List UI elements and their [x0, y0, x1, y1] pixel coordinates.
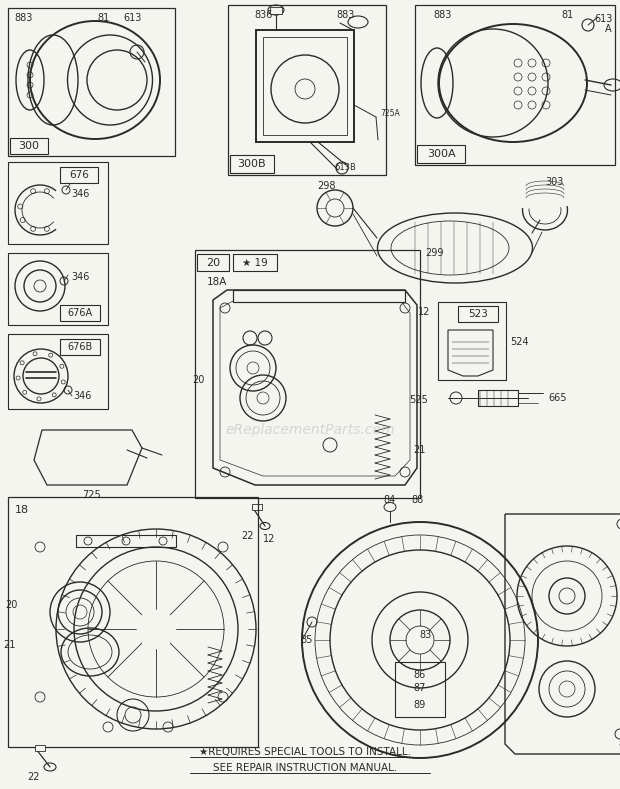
- Text: 883: 883: [15, 13, 33, 23]
- Bar: [263, 37, 347, 135]
- Text: 22: 22: [28, 772, 40, 782]
- Bar: [417, 145, 465, 163]
- Text: 300: 300: [19, 141, 40, 151]
- Text: 613: 613: [124, 13, 142, 23]
- Bar: [252, 504, 262, 510]
- Text: 20: 20: [206, 257, 220, 267]
- Text: 725: 725: [82, 490, 102, 500]
- Text: 21: 21: [4, 640, 16, 650]
- Text: 20: 20: [193, 375, 205, 385]
- Text: 22: 22: [242, 531, 254, 541]
- Text: 836: 836: [255, 10, 273, 20]
- Text: 12: 12: [263, 534, 275, 544]
- Bar: [60, 305, 100, 321]
- Bar: [8, 334, 108, 409]
- Text: ★REQUIRES SPECIAL TOOLS TO INSTALL.: ★REQUIRES SPECIAL TOOLS TO INSTALL.: [199, 747, 411, 757]
- Bar: [230, 155, 274, 173]
- Text: 665: 665: [548, 393, 567, 403]
- Text: 20: 20: [6, 600, 18, 610]
- Text: 300B: 300B: [237, 159, 267, 169]
- Bar: [8, 253, 108, 325]
- Text: 676A: 676A: [68, 308, 92, 318]
- Text: 303: 303: [546, 177, 564, 187]
- Text: ★ 19: ★ 19: [242, 257, 268, 267]
- Text: 300A: 300A: [427, 149, 455, 159]
- Text: 18: 18: [15, 505, 29, 515]
- Bar: [228, 5, 386, 175]
- Text: 524: 524: [510, 337, 529, 347]
- Text: 87: 87: [414, 683, 426, 693]
- Text: 346: 346: [71, 272, 89, 282]
- Text: 883: 883: [337, 10, 355, 20]
- Text: 88: 88: [412, 495, 424, 505]
- Bar: [395, 662, 445, 717]
- Bar: [60, 339, 100, 355]
- Text: 12: 12: [418, 307, 430, 317]
- Bar: [233, 254, 277, 271]
- Text: 346: 346: [73, 391, 91, 401]
- Bar: [438, 302, 506, 380]
- Text: 85: 85: [300, 635, 312, 645]
- Text: 613: 613: [595, 14, 613, 24]
- Text: 299: 299: [426, 248, 445, 258]
- Bar: [8, 497, 258, 747]
- Text: 676B: 676B: [68, 342, 92, 352]
- Text: 346: 346: [71, 189, 89, 199]
- Text: 84: 84: [384, 495, 396, 505]
- Text: 613B: 613B: [334, 163, 356, 171]
- Bar: [197, 254, 229, 271]
- Text: 83: 83: [419, 630, 431, 640]
- Text: 883: 883: [434, 10, 452, 20]
- Text: eReplacementParts.com: eReplacementParts.com: [225, 423, 395, 437]
- Bar: [8, 8, 175, 156]
- Bar: [10, 138, 48, 154]
- Text: 523: 523: [468, 309, 488, 319]
- Text: 525: 525: [409, 395, 428, 405]
- Text: 21: 21: [413, 445, 425, 455]
- Text: A: A: [604, 24, 611, 34]
- Text: 18A: 18A: [207, 277, 227, 287]
- Text: SEE REPAIR INSTRUCTION MANUAL.: SEE REPAIR INSTRUCTION MANUAL.: [213, 763, 397, 773]
- Text: 81: 81: [561, 10, 573, 20]
- Text: 298: 298: [317, 181, 336, 191]
- Bar: [415, 5, 615, 165]
- Bar: [270, 7, 282, 14]
- Text: 725A: 725A: [380, 109, 400, 118]
- Bar: [233, 290, 405, 302]
- Text: 676: 676: [69, 170, 89, 180]
- Bar: [195, 250, 420, 498]
- Bar: [458, 306, 498, 322]
- Bar: [256, 30, 354, 142]
- Bar: [60, 167, 98, 183]
- Bar: [233, 290, 405, 302]
- Bar: [8, 162, 108, 244]
- Text: 86: 86: [414, 670, 426, 680]
- Bar: [35, 745, 45, 751]
- Bar: [478, 390, 518, 406]
- Text: 89: 89: [414, 700, 426, 710]
- Text: 81: 81: [97, 13, 109, 23]
- Text: 82: 82: [619, 739, 620, 749]
- Bar: [76, 535, 176, 547]
